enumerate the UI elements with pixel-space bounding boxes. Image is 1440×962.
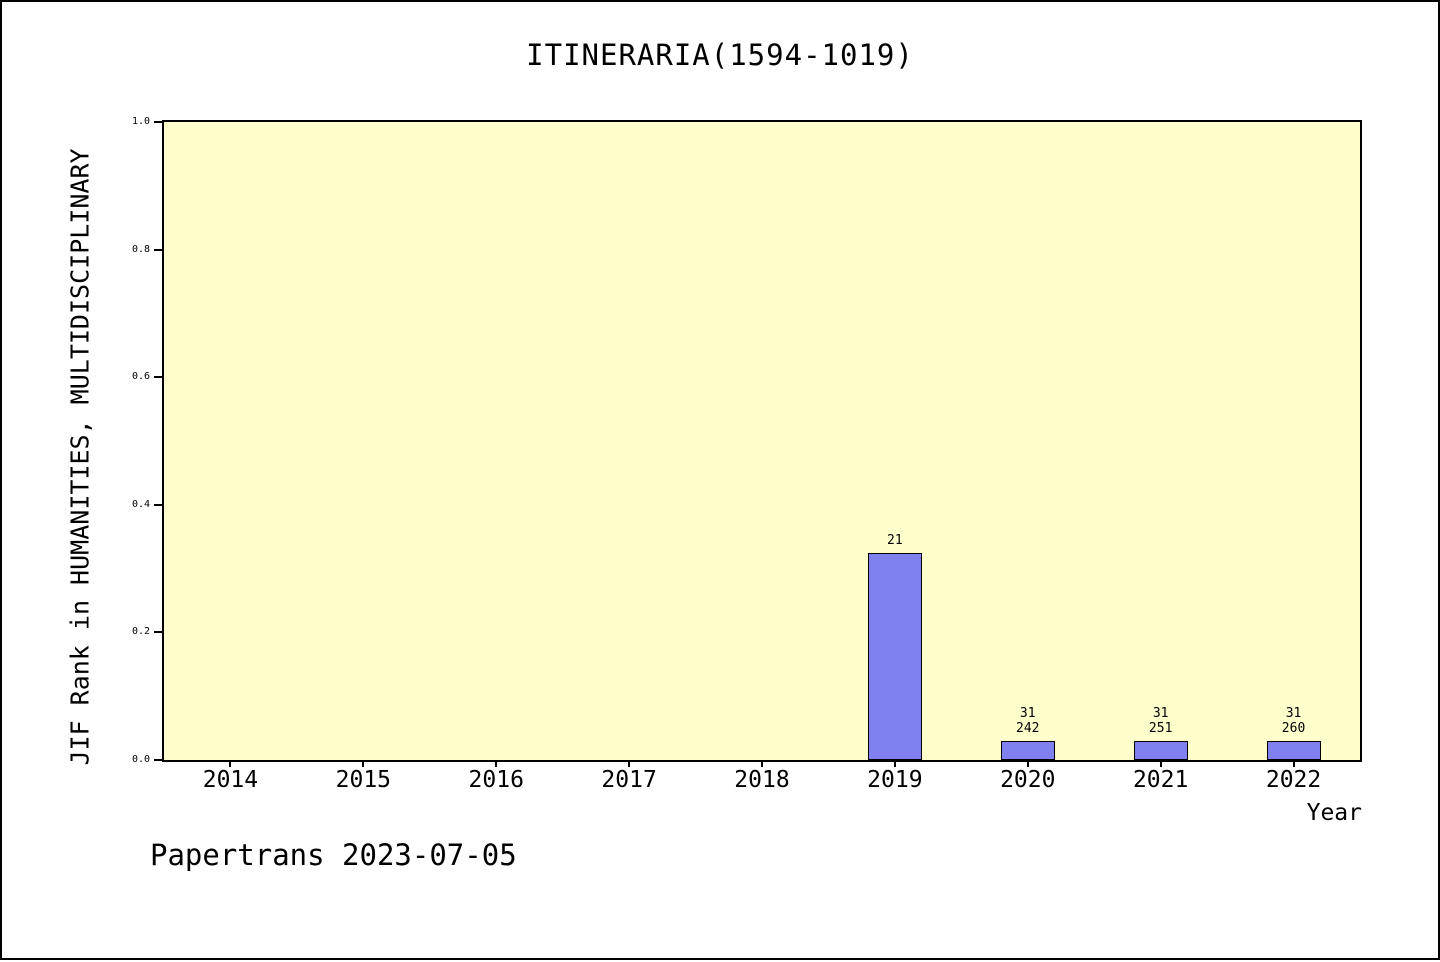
y-tick-label: 0.4 <box>131 498 150 510</box>
bar-value-label: 21 <box>887 533 903 549</box>
bar-value-label: 31 260 <box>1281 705 1306 737</box>
x-tick-label: 2020 <box>1000 767 1056 793</box>
x-tick-mark <box>1026 762 1029 767</box>
y-tick-mark <box>154 503 162 506</box>
x-tick-label: 2022 <box>1265 767 1322 793</box>
y-tick-mark <box>154 759 162 761</box>
x-tick-label: 2017 <box>601 767 657 793</box>
x-tick-mark <box>893 762 896 767</box>
x-tick-label: 2015 <box>335 767 392 793</box>
y-tick-label: 0.2 <box>131 626 150 638</box>
x-tick-mark <box>229 762 232 767</box>
y-tick-label: 0.0 <box>131 754 150 765</box>
chart-title: ITINERARIA(1594-1019) <box>526 38 914 72</box>
bar-value-label: 31 251 <box>1148 705 1173 737</box>
x-axis-title: Year <box>1306 800 1362 826</box>
bar <box>868 553 922 760</box>
bar <box>1001 741 1055 760</box>
x-tick-mark <box>495 762 498 767</box>
y-tick-mark <box>154 631 162 634</box>
y-tick-label: 1.0 <box>131 116 150 127</box>
x-tick-label: 2019 <box>867 767 923 793</box>
x-tick-label: 2018 <box>734 767 790 793</box>
x-tick-mark <box>628 762 631 767</box>
x-tick-mark <box>362 762 365 767</box>
x-tick-label: 2016 <box>468 767 524 793</box>
y-axis-title: JIF Rank in HUMANITIES, MULTIDISCIPLINAR… <box>65 148 95 766</box>
x-tick-label: 2014 <box>202 767 259 793</box>
x-tick-mark <box>761 762 763 767</box>
y-tick-mark <box>154 376 162 379</box>
y-tick-label: 0.8 <box>131 243 150 255</box>
y-tick-mark <box>154 121 162 123</box>
bar <box>1267 741 1321 760</box>
x-tick-label: 2021 <box>1132 767 1189 793</box>
bar <box>1134 741 1188 760</box>
bar-value-label: 31 242 <box>1016 705 1040 737</box>
plot-area: 21 31 242 31 251 31 260 <box>162 120 1362 762</box>
y-tick-label: 0.6 <box>131 371 150 383</box>
y-tick-mark <box>154 248 162 251</box>
x-tick-mark <box>1159 762 1162 767</box>
x-tick-mark <box>1292 762 1295 767</box>
watermark-text: Papertrans 2023-07-05 <box>150 838 517 872</box>
